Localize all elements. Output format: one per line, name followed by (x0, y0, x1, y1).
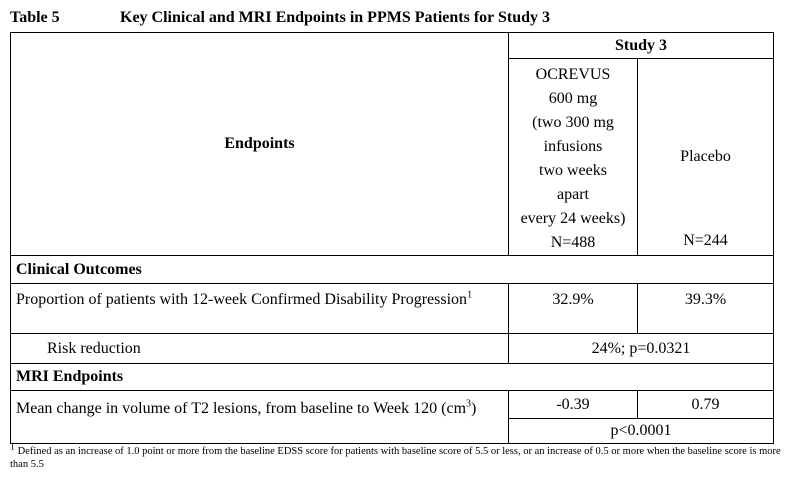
table-number: Table 5 (10, 9, 60, 26)
value-cell: 0.79 (637, 390, 774, 419)
header-n: N=488 (550, 234, 596, 251)
header-line: infusions (543, 138, 603, 155)
header-text: Placebo (680, 148, 731, 165)
row-label: Mean change in volume of T2 lesions, fro… (10, 390, 509, 444)
header-lines: OCREVUS 600 mg (two 300 mg infusions two wee… (514, 63, 632, 231)
table-title: Table 5 Key Clinical and MRI Endpoints in… (10, 9, 550, 27)
header-n: N=244 (683, 232, 728, 249)
title-text: Key Clinical and MRI Endpoints in PPMS P… (120, 9, 550, 26)
value-cell: 32.9% (508, 283, 638, 334)
label-text: Proportion of patients with 12-week Conf… (16, 291, 468, 308)
endpoints-table: Endpoints Study 3 OCREVUS 600 mg (two 300 … (10, 32, 774, 444)
section-title: Clinical Outcomes (10, 255, 774, 284)
section-title: MRI Endpoints (10, 363, 774, 391)
header-line: 600 mg (548, 90, 598, 107)
header-cell: Placebo N=244 (637, 58, 774, 256)
label-text: Mean change in volume of T2 lesions, fro… (16, 400, 467, 417)
value-cell: -0.39 (508, 390, 638, 419)
header-cell: Endpoints (10, 32, 509, 256)
row-label: Proportion of patients with 12-week Conf… (10, 283, 509, 334)
header-cell: OCREVUS 600 mg (two 300 mg infusions two wee… (508, 58, 638, 256)
value-cell: 39.3% (637, 283, 774, 334)
header-line: every 24 weeks) (520, 210, 626, 227)
row-label: Risk reduction (10, 333, 509, 364)
footnote-ref: 1 (467, 289, 473, 301)
value-cell: p<0.0001 (508, 418, 774, 444)
superscript: 3 (466, 398, 472, 410)
header-line: (two 300 mg (532, 114, 614, 131)
header-line: OCREVUS (535, 66, 611, 83)
label-text: ) (471, 400, 477, 417)
header-line: two weeks (539, 162, 607, 179)
footnote-marker: 1 (10, 441, 15, 453)
header-cell: Study 3 (508, 32, 774, 59)
footnote-text: Defined as an increase of 1.0 point or m… (10, 446, 781, 470)
header-line: apart (557, 186, 589, 203)
footnote: 1 Defined as an increase of 1.0 point or… (10, 441, 790, 471)
value-cell: 24%; p=0.0321 (508, 333, 774, 364)
